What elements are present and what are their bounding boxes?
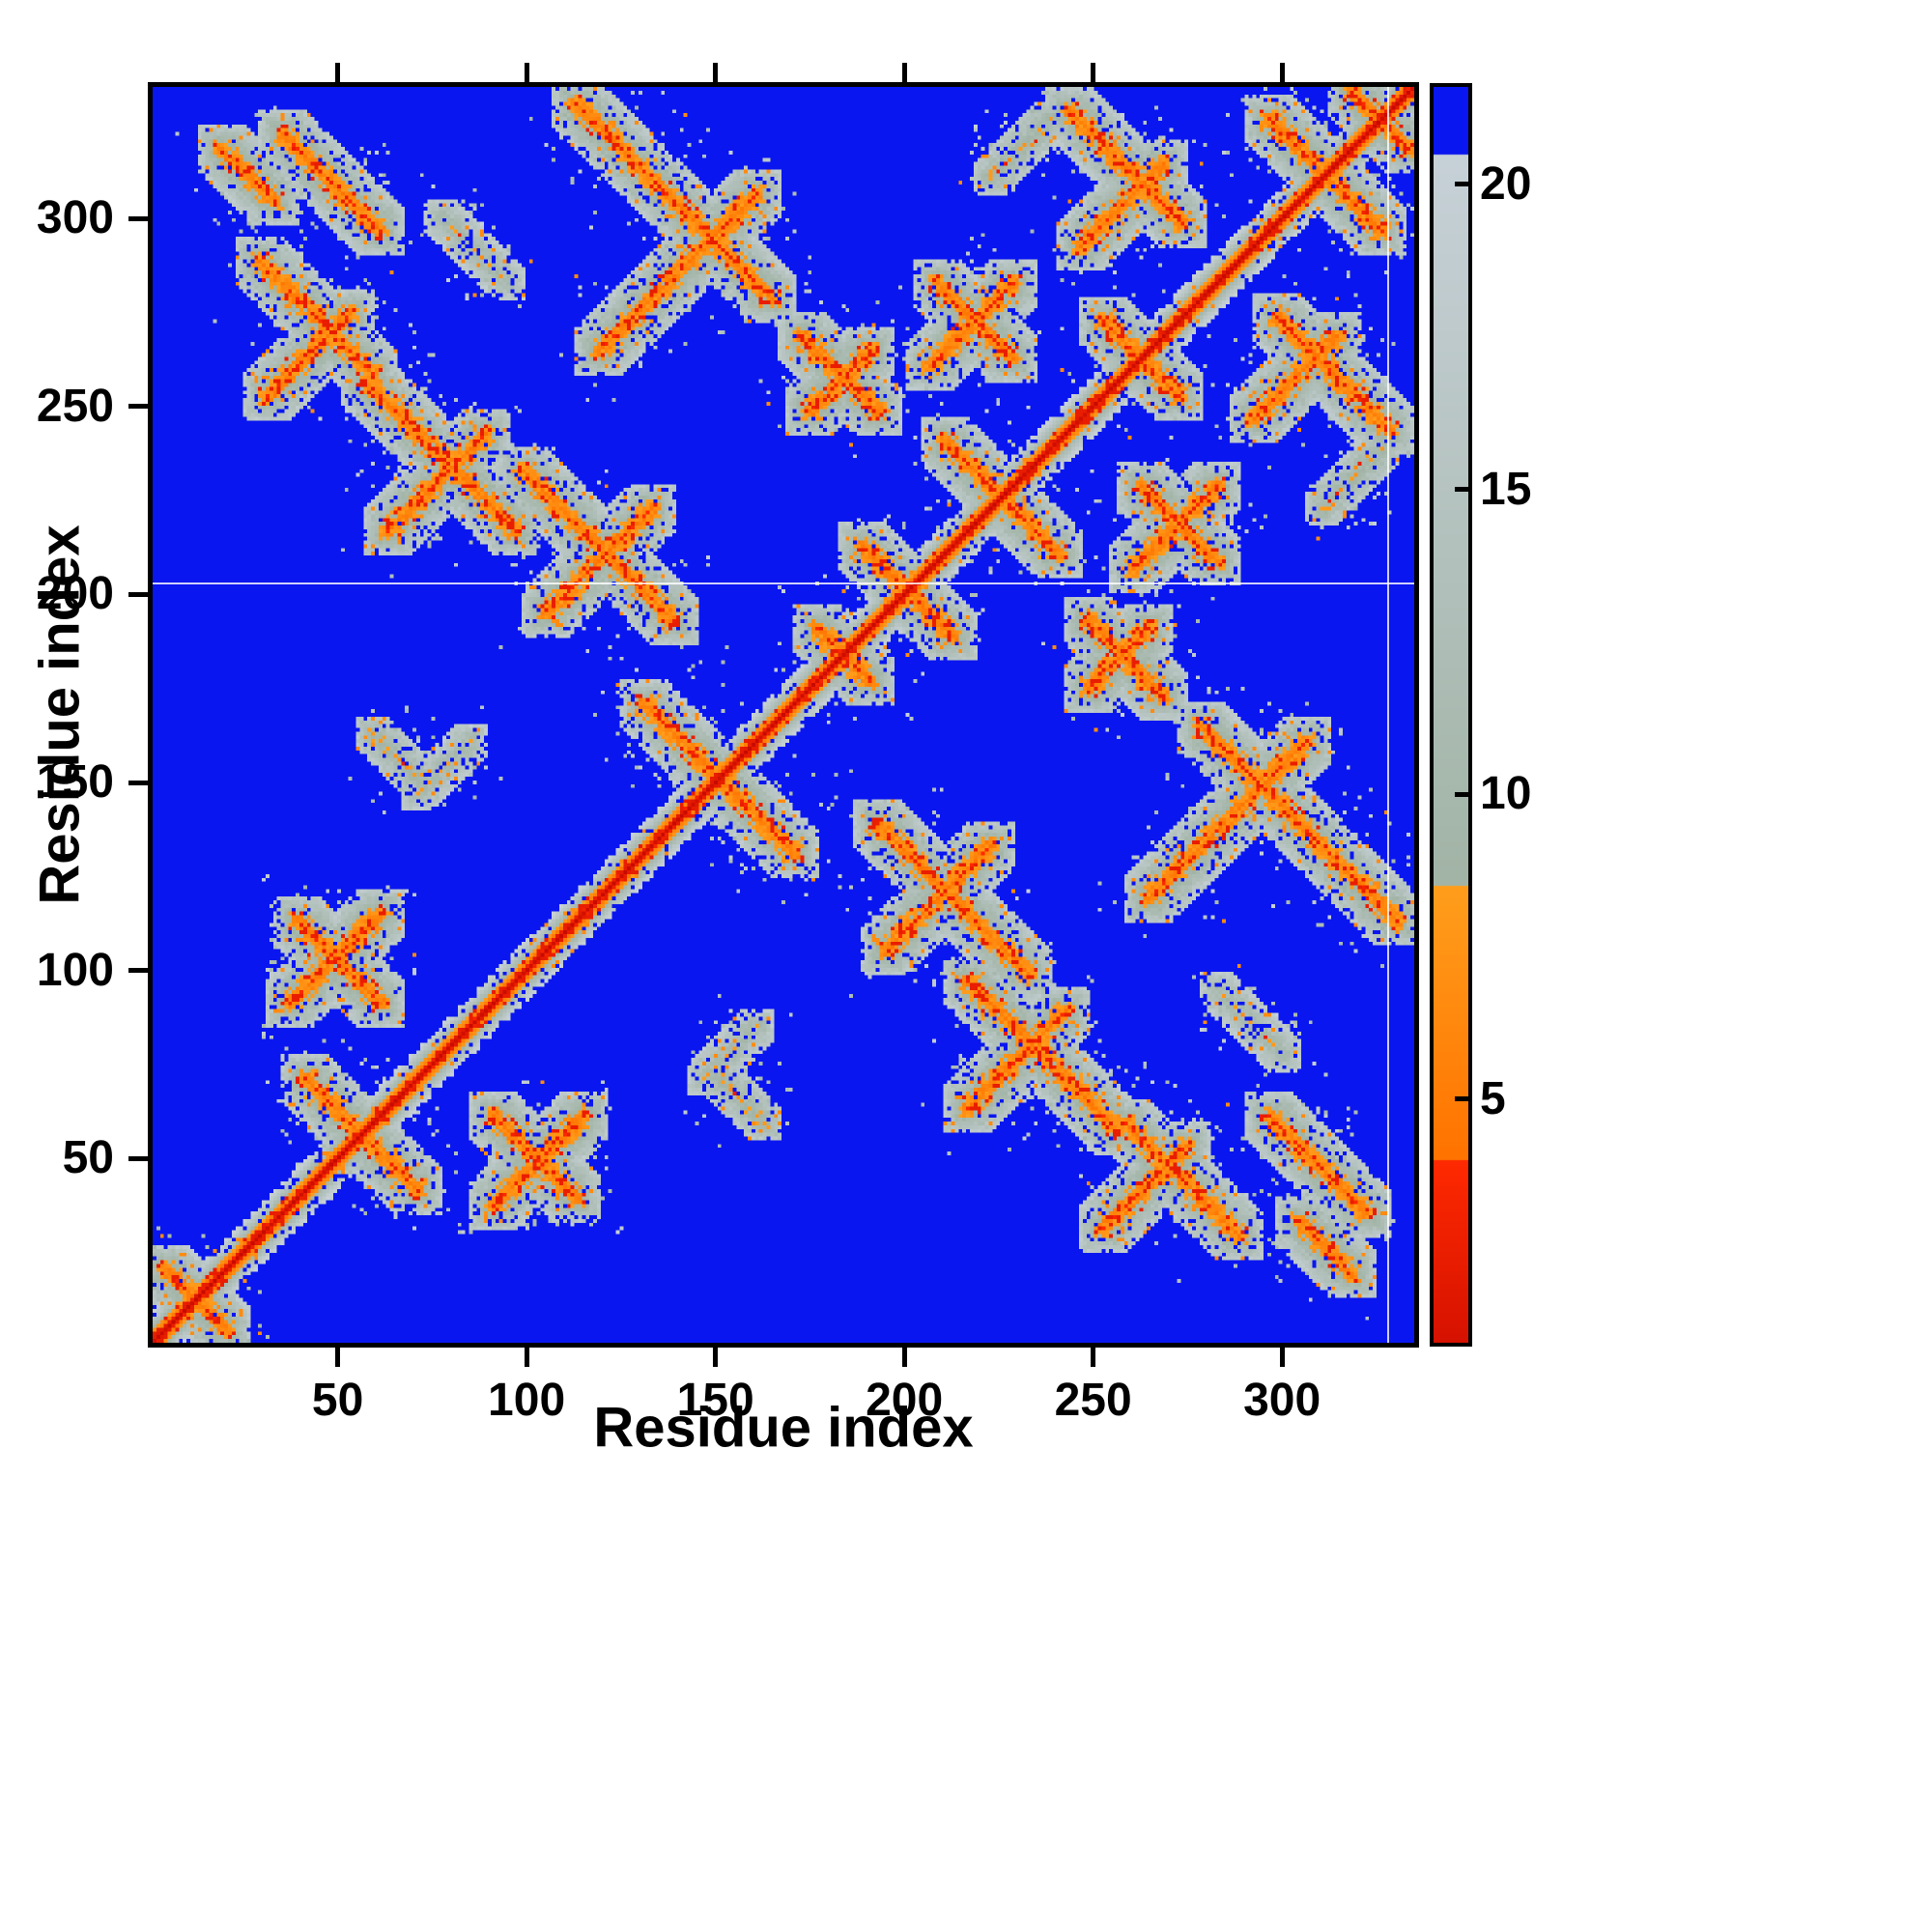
x-tick-mark <box>335 1348 341 1367</box>
x-tick-mark <box>1279 1348 1285 1367</box>
colorbar-tick-label: 20 <box>1480 157 1532 210</box>
y-tick-label: 300 <box>36 192 114 244</box>
colorbar-tick-label: 15 <box>1480 463 1532 515</box>
y-tick-label: 200 <box>36 568 114 620</box>
y-tick-label: 100 <box>36 944 114 996</box>
x-top-tick-mark <box>901 63 907 82</box>
y-tick-label: 150 <box>36 756 114 809</box>
colorbar-tick-label: 10 <box>1480 768 1532 820</box>
x-top-tick-mark <box>1279 63 1285 82</box>
x-tick-label: 250 <box>1054 1375 1132 1426</box>
y-tick-mark <box>128 780 148 785</box>
x-tick-mark <box>1091 1348 1096 1367</box>
x-tick-label: 150 <box>676 1375 754 1426</box>
x-top-tick-mark <box>1091 63 1096 82</box>
x-tick-label: 50 <box>311 1375 364 1426</box>
colorbar-tick-mark <box>1455 182 1468 187</box>
x-tick-label: 200 <box>866 1375 944 1426</box>
x-axis-label: Residue index <box>593 1396 974 1460</box>
colorbar-canvas <box>1434 87 1468 1343</box>
colorbar-tick-mark <box>1455 1096 1468 1102</box>
colorbar-tick-mark <box>1455 791 1468 797</box>
y-tick-mark <box>128 404 148 410</box>
x-top-tick-mark <box>335 63 341 82</box>
y-tick-mark <box>128 1155 148 1161</box>
x-tick-label: 100 <box>488 1375 566 1426</box>
x-top-tick-mark <box>524 63 529 82</box>
y-tick-label: 250 <box>36 380 114 432</box>
y-tick-mark <box>128 215 148 221</box>
x-tick-mark <box>901 1348 907 1367</box>
colorbar-tick-mark <box>1455 487 1468 492</box>
x-tick-mark <box>524 1348 529 1367</box>
x-tick-mark <box>713 1348 719 1367</box>
y-tick-label: 50 <box>62 1132 114 1184</box>
x-tick-label: 300 <box>1243 1375 1321 1426</box>
y-tick-mark <box>128 968 148 974</box>
heatmap-canvas <box>153 87 1414 1343</box>
colorbar-tick-label: 5 <box>1480 1072 1506 1124</box>
y-tick-mark <box>128 591 148 597</box>
x-top-tick-mark <box>713 63 719 82</box>
